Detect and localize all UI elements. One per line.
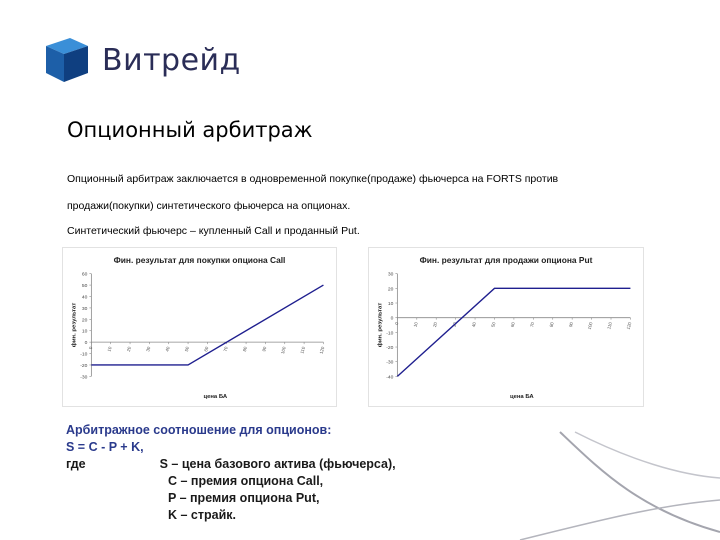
y-tick-label: 30 [82,306,88,312]
x-tick-label: 70 [529,321,535,328]
y-tick-label: 20 [388,286,394,292]
y-axis-label: фин. результат [71,303,78,348]
y-tick-label: 50 [82,283,88,289]
x-tick-label: 20 [126,346,132,353]
y-axis-label: фин. результат [377,303,384,348]
y-tick-label: 10 [388,301,394,307]
x-tick-label: 10 [413,321,419,328]
y-tick-label: -30 [386,360,393,366]
formula-def-s: S – цена базового актива (фьючерса), [159,457,396,471]
x-tick-label: 100 [587,321,594,330]
y-tick-label: 60 [82,272,88,278]
x-tick-label: 40 [165,346,171,353]
x-tick-label: 80 [549,321,555,328]
x-tick-label: 70 [223,346,229,353]
formula-where-label: где [66,457,86,471]
synthetic-paragraph: Синтетический фьючерс – купленный Call и… [67,225,360,237]
y-tick-label: 0 [85,340,88,346]
x-tick-label: 30 [145,346,151,353]
call-chart-svg: Фин. результат для покупки опциона Call 6… [71,255,326,400]
formula-def-c: C – премия опциона Call, [168,474,324,488]
y-tick-label: 30 [388,272,394,278]
y-tick-label: 10 [82,329,88,335]
intro-line-1: Опционный арбитраж заключается в одновре… [67,173,559,185]
x-tick-label: 0 [394,321,400,325]
formula-def-k: K – страйк. [168,508,236,522]
formula-def-row: C – премия опциона Call, [66,473,331,490]
x-tick-label: 120 [319,346,326,355]
x-tick-label: 110 [299,346,306,355]
chart-title: Фин. результат для продажи опциона Put [420,255,593,265]
call-chart: Фин. результат для покупки опциона Call 6… [62,247,337,407]
formula-def-p: P – премия опциона Put, [168,491,320,505]
x-tick-label: 60 [510,321,516,328]
x-tick-label: 20 [432,321,438,328]
x-tick-label: 10 [107,346,113,353]
x-tick-label: 80 [242,346,248,353]
y-tick-label: -20 [386,345,393,351]
brand-name: Витрейд [102,42,241,78]
y-tick-label: -10 [386,330,393,336]
x-tick-label: 40 [471,321,477,328]
y-tick-label: 40 [82,294,88,300]
chart-title: Фин. результат для покупки опциона Call [114,255,286,265]
formula-def-row: K – страйк. [66,507,331,524]
y-tick-label: 20 [82,317,88,323]
put-chart: Фин. результат для продажи опциона Put 30… [368,247,644,407]
x-tick-label: 90 [261,346,267,353]
x-tick-label: 110 [606,321,613,330]
formula-equation: S = C - P + K, [66,440,144,454]
y-tick-label: -20 [80,363,87,369]
series-line [396,287,631,377]
x-tick-label: 100 [280,346,287,355]
x-tick-label: 0 [88,346,94,350]
intro-line-2: продажи(покупки) синтетического фьючерса… [67,200,351,212]
arbitrage-formula: Арбитражное соотношение для опционов: S … [66,422,396,524]
formula-where-row: где S – цена базового актива (фьючерса), [66,456,396,473]
x-tick-label: 60 [203,346,209,353]
formula-def-row: P – премия опциона Put, [66,490,331,507]
x-axis-label: цена БА [510,394,534,400]
x-tick-label: 50 [490,321,496,328]
cube-logo-icon [46,38,88,82]
series-line [91,284,324,366]
x-tick-label: 50 [184,346,190,353]
page-title: Опционный арбитраж [67,118,313,142]
x-axis-label: цена БА [203,394,227,400]
x-tick-label: 90 [568,321,574,328]
y-tick-label: -40 [386,374,393,380]
intro-paragraph: Опционный арбитраж заключается в одновре… [67,166,667,220]
y-tick-label: 0 [391,316,394,322]
formula-heading: Арбитражное соотношение для опционов: [66,423,332,437]
x-tick-label: 120 [626,321,633,330]
brand-logo: Витрейд [40,36,241,84]
put-chart-svg: Фин. результат для продажи опциона Put 30… [377,255,633,400]
y-tick-label: -30 [80,374,87,380]
y-tick-label: -10 [80,352,87,358]
